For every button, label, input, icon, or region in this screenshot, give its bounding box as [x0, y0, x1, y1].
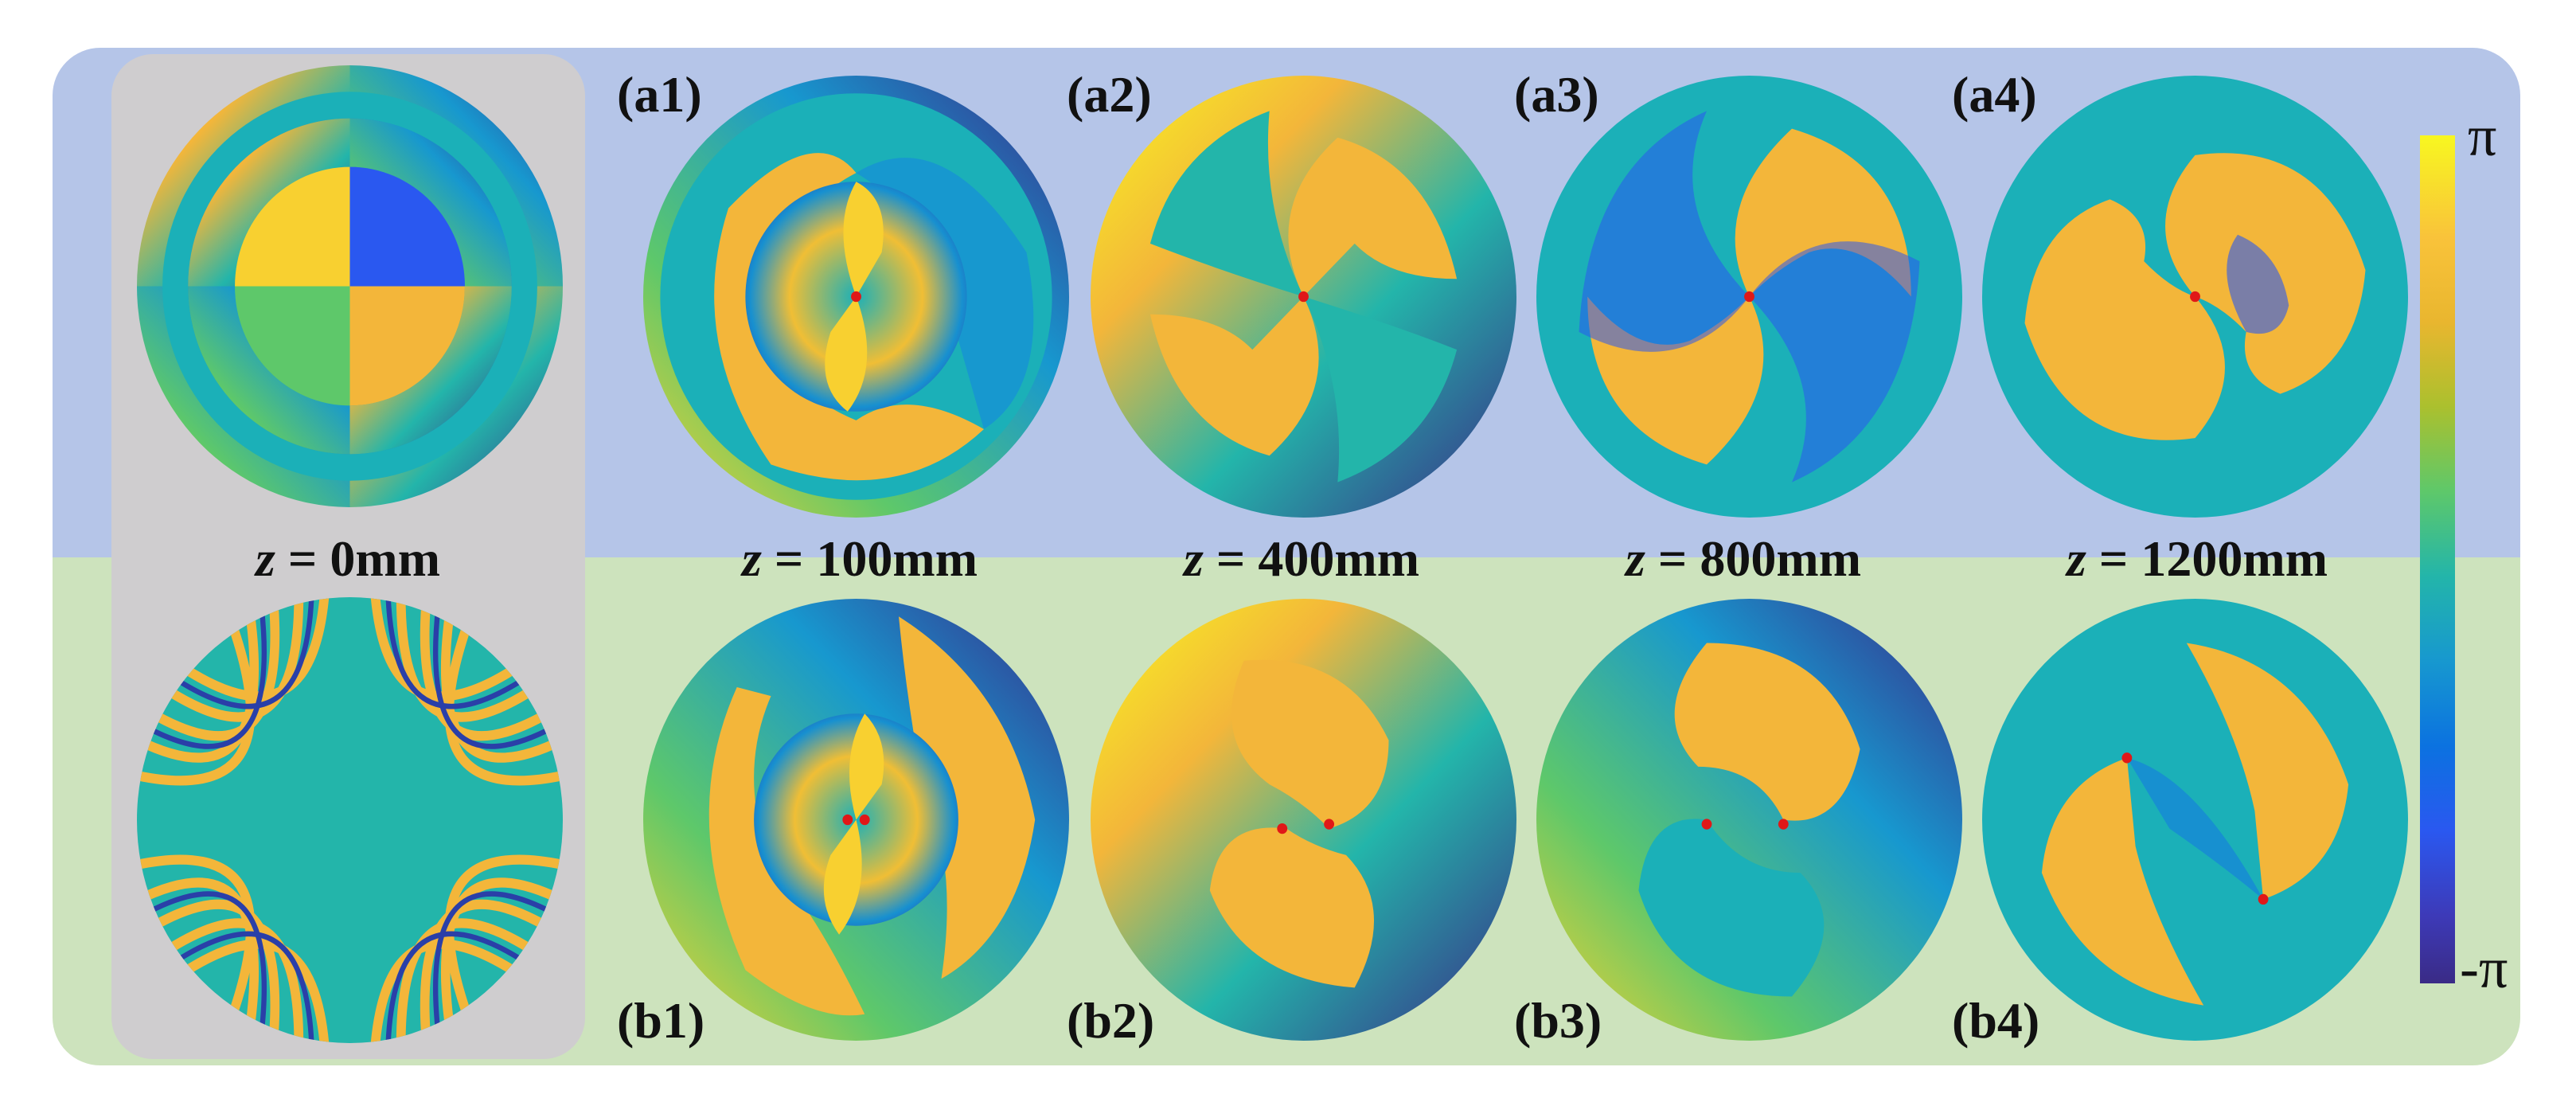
- phase-colorbar: [2420, 135, 2455, 983]
- panel-label-b2: (b2): [1067, 992, 1155, 1049]
- panel-label-b4: (b4): [1952, 992, 2040, 1049]
- panel-label-a2: (a2): [1067, 66, 1152, 123]
- panel-label-b3: (b3): [1514, 992, 1602, 1049]
- panel-label-b1: (b1): [617, 992, 705, 1049]
- input-spiral-plate: [137, 65, 563, 507]
- phase-disc-b2: [1091, 599, 1516, 1041]
- phase-disc-a2: [1091, 76, 1516, 518]
- panel-label-a3: (a3): [1514, 66, 1599, 123]
- input-astigmatic-plate: [137, 597, 563, 1043]
- phase-disc-a4: [1982, 76, 2408, 518]
- colorbar-min-label: -π: [2460, 936, 2508, 1000]
- phase-disc-b3: [1536, 599, 1962, 1041]
- phase-disc-b1: [643, 599, 1069, 1041]
- z-label-1200: z = 1200mm: [2067, 530, 2328, 587]
- z-label-400: z = 400mm: [1184, 530, 1419, 587]
- phase-disc-a3: [1536, 76, 1962, 518]
- phase-disc-b4: [1982, 599, 2408, 1041]
- z-label-100: z = 100mm: [742, 530, 978, 587]
- input-z-label: z = 0mm: [256, 530, 440, 587]
- colorbar-max-label: π: [2468, 104, 2497, 168]
- panel-label-a1: (a1): [617, 66, 702, 123]
- z-label-800: z = 800mm: [1626, 530, 1861, 587]
- phase-disc-a1: [643, 76, 1069, 518]
- panel-label-a4: (a4): [1952, 66, 2037, 123]
